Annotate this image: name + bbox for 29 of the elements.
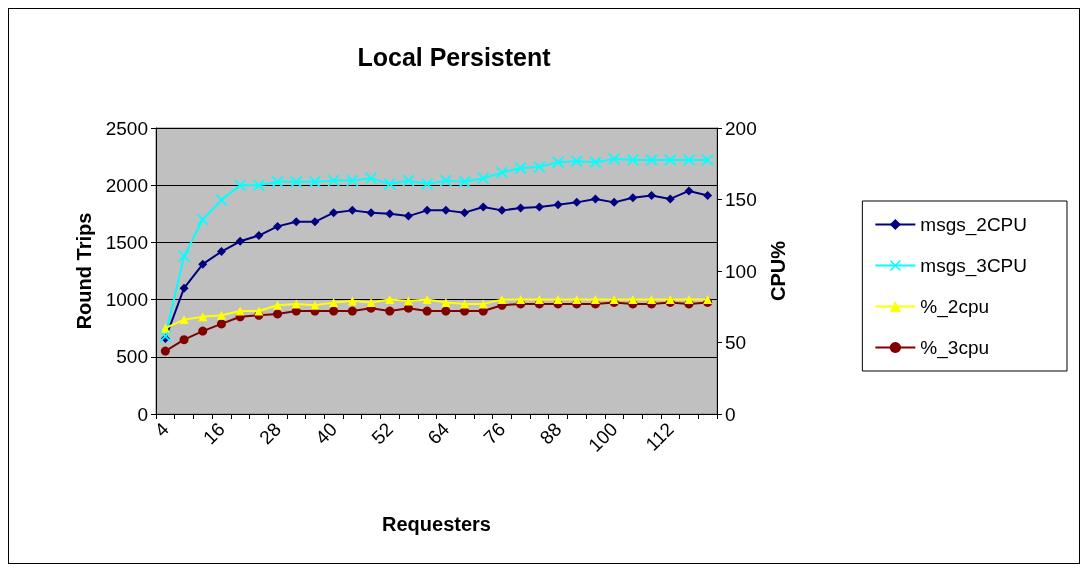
x-tick-label: 88 bbox=[535, 418, 566, 449]
chart-title: Local Persistent bbox=[357, 42, 552, 71]
y-tick-label: 2500 bbox=[105, 117, 148, 139]
y-axis-title: Round Trips bbox=[73, 212, 95, 330]
x-tick-label: 40 bbox=[311, 418, 342, 449]
y-tick-label: 1500 bbox=[105, 231, 148, 253]
x-tick-label: 52 bbox=[367, 418, 398, 449]
y2-tick-label: 200 bbox=[725, 117, 757, 139]
y2-tick-label: 100 bbox=[725, 260, 757, 282]
x-axis-title: Requesters bbox=[382, 513, 491, 535]
x-tick-label: 4 bbox=[150, 418, 173, 441]
y2-tick-label: 50 bbox=[725, 332, 747, 353]
legend-label: msgs_3CPU bbox=[920, 255, 1028, 277]
x-tick-label: 16 bbox=[199, 418, 229, 449]
y-tick-label: 1000 bbox=[105, 289, 148, 311]
legend-label: %_2cpu bbox=[920, 296, 990, 318]
y2-axis-title: CPU% bbox=[766, 240, 789, 302]
legend-label: msgs_2CPU bbox=[920, 214, 1028, 236]
y2-tick-label: 0 bbox=[725, 403, 736, 425]
legend-label: %_3cpu bbox=[920, 337, 990, 359]
y-tick-label: 2000 bbox=[105, 174, 148, 196]
x-tick-label: 64 bbox=[423, 418, 454, 449]
y-tick-label: 0 bbox=[137, 403, 148, 425]
x-tick-label: 76 bbox=[479, 418, 510, 449]
x-tick-label: 100 bbox=[584, 418, 622, 456]
x-tick-label: 112 bbox=[641, 418, 678, 455]
y2-tick-label: 150 bbox=[725, 189, 757, 210]
y-tick-label: 500 bbox=[116, 346, 148, 368]
x-tick-label: 28 bbox=[255, 418, 285, 449]
